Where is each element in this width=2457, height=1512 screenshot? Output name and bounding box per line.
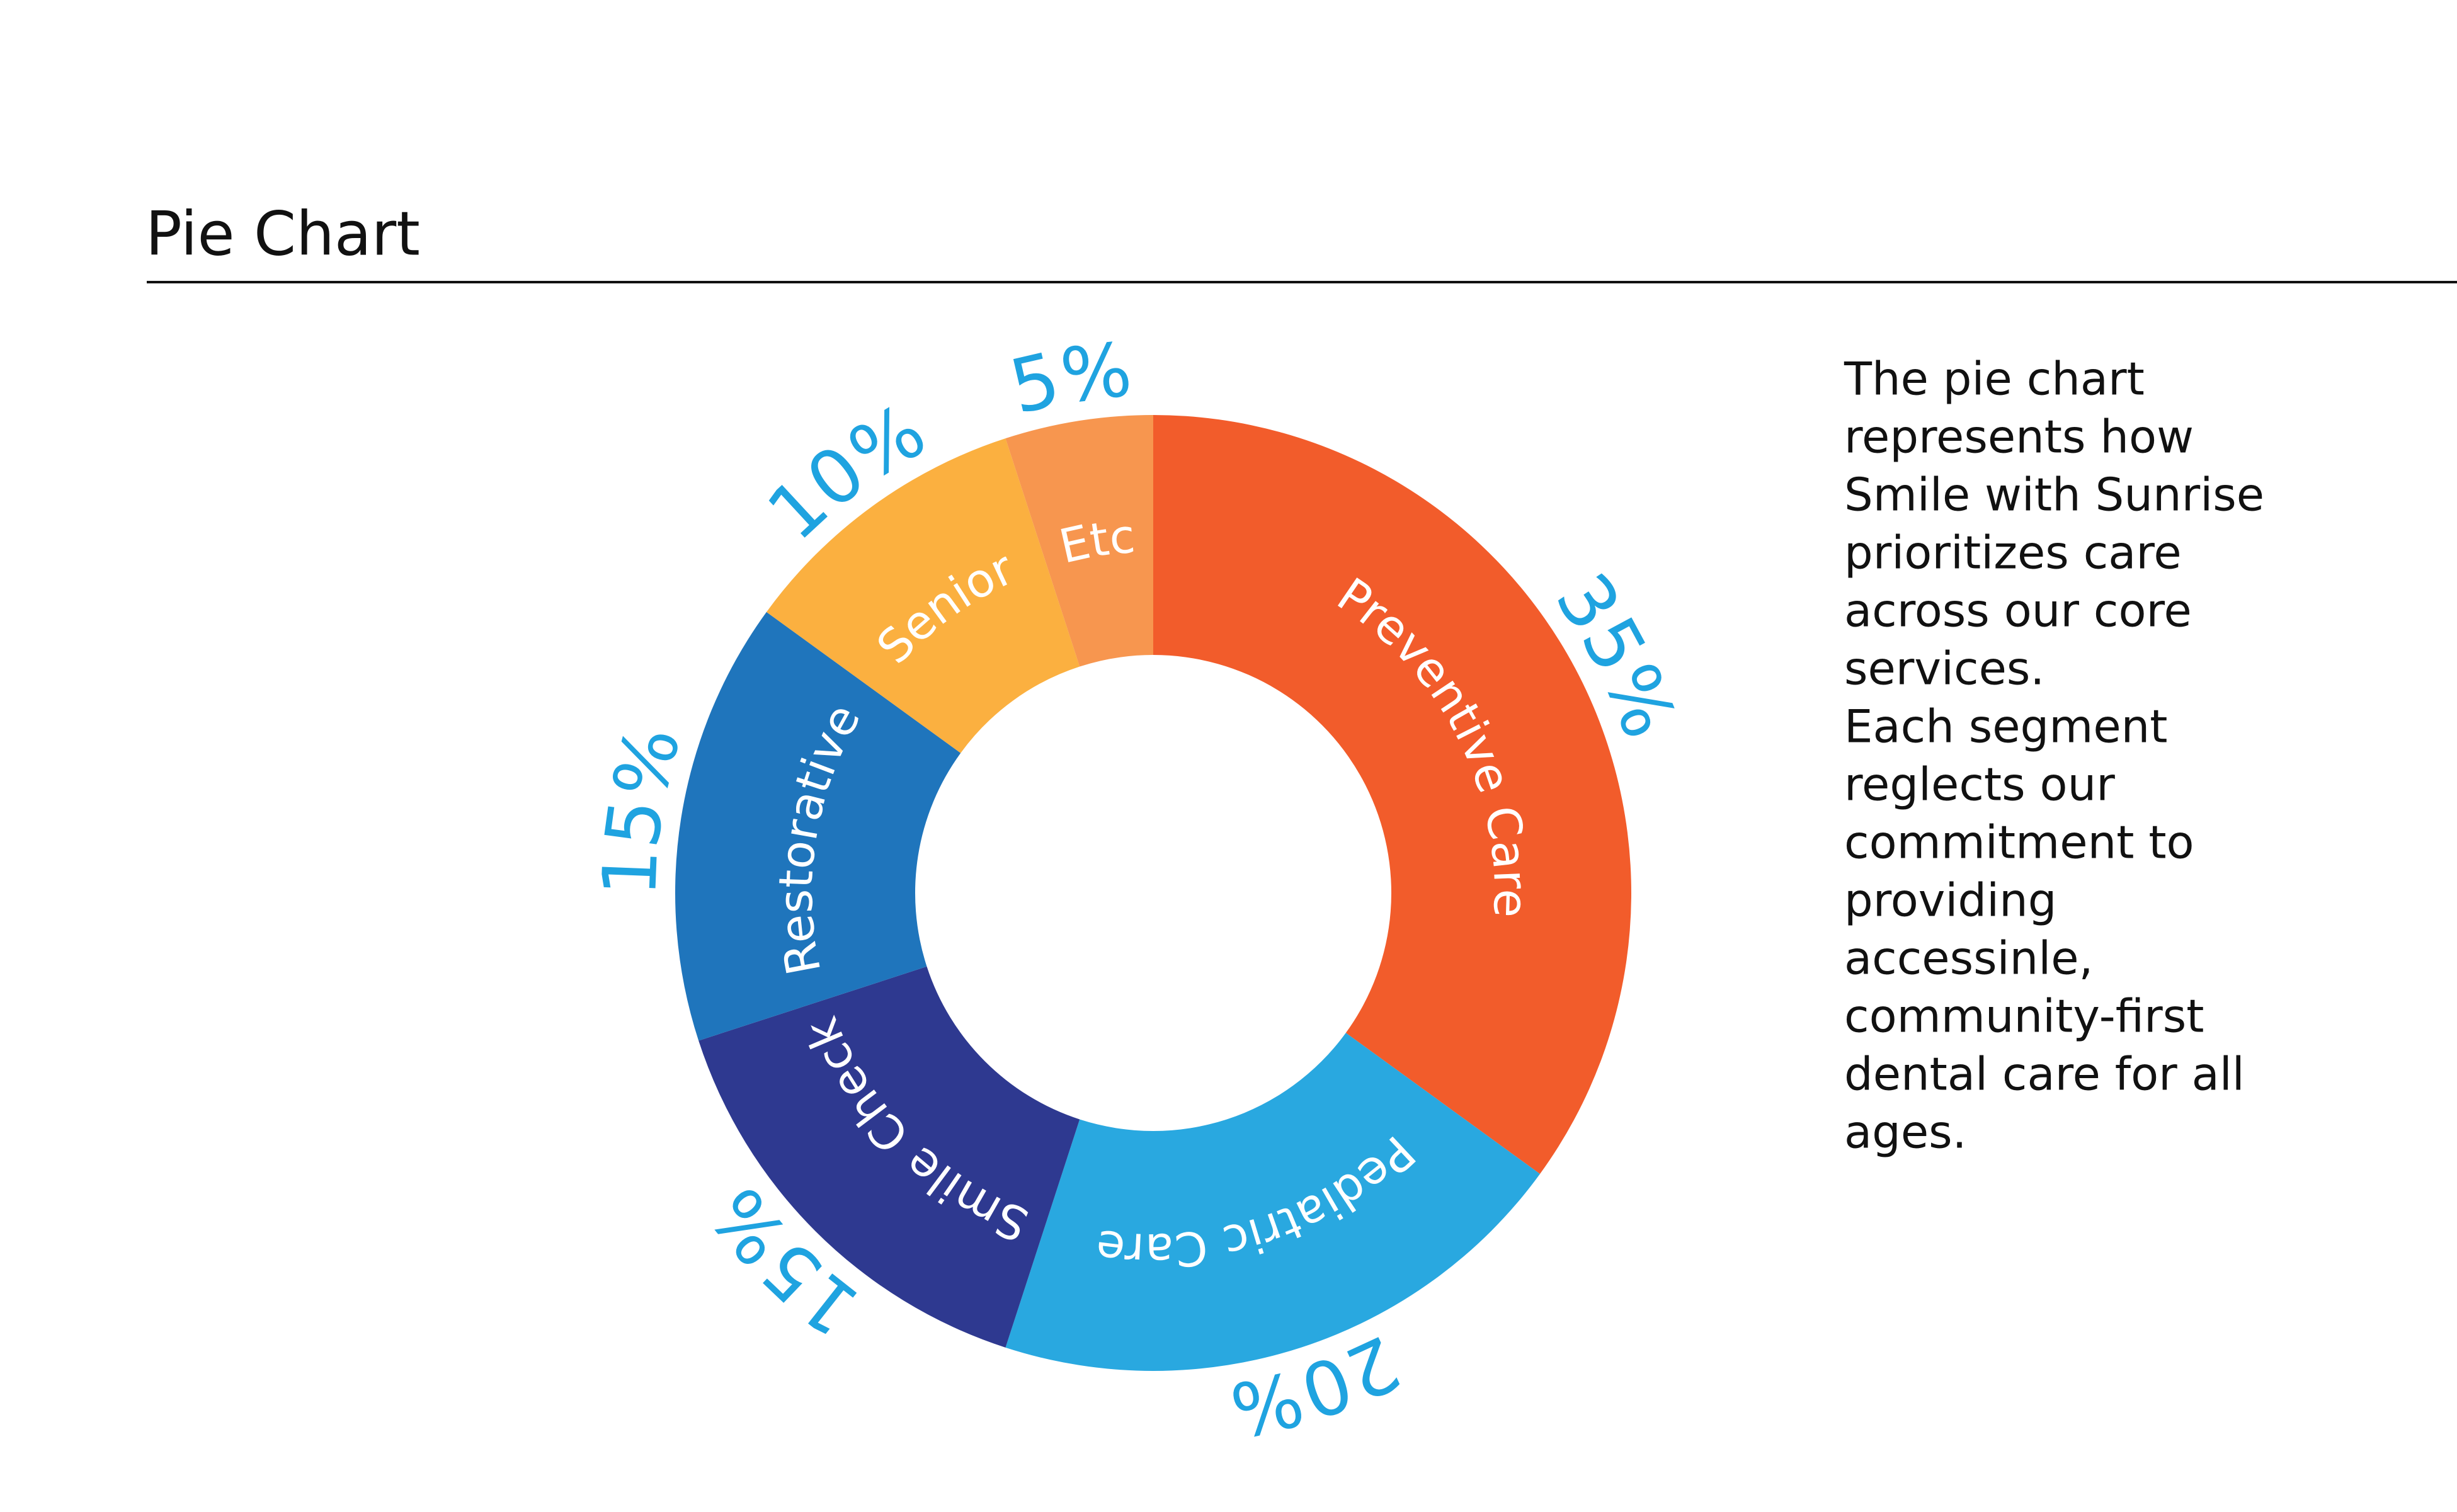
description-line: services. bbox=[1844, 642, 2044, 695]
description-line: The pie chart bbox=[1844, 353, 2145, 406]
description-line: reglects our bbox=[1844, 758, 2115, 811]
chart-title: Pie Chart bbox=[145, 198, 420, 269]
description-line: across our core bbox=[1844, 584, 2192, 637]
svg-text:5%: 5% bbox=[1002, 326, 1136, 431]
pie-segment bbox=[698, 966, 1080, 1348]
description-line: represents how bbox=[1844, 411, 2194, 463]
pie-segment bbox=[1005, 415, 1153, 667]
value-label: 5% bbox=[1002, 326, 1136, 431]
description-line: commitment to bbox=[1844, 816, 2194, 869]
description-line: Smile with Sunrise bbox=[1844, 469, 2264, 521]
description-line: accessinle, bbox=[1844, 932, 2093, 985]
pie-segment bbox=[1153, 415, 1631, 1174]
description-line: Each segment bbox=[1844, 700, 2168, 753]
description-line: community-first bbox=[1844, 990, 2204, 1043]
description-line: dental care for all bbox=[1844, 1048, 2245, 1101]
pie-segment bbox=[1005, 1033, 1541, 1371]
pie-segment bbox=[766, 438, 1080, 753]
svg-text:Etc: Etc bbox=[1054, 509, 1137, 574]
segment-label: Etc bbox=[1054, 509, 1137, 574]
description-line: ages. bbox=[1844, 1106, 1967, 1159]
pie-segment bbox=[675, 611, 961, 1041]
description-line: providing bbox=[1844, 874, 2056, 927]
description-line: prioritizes care bbox=[1844, 526, 2182, 579]
